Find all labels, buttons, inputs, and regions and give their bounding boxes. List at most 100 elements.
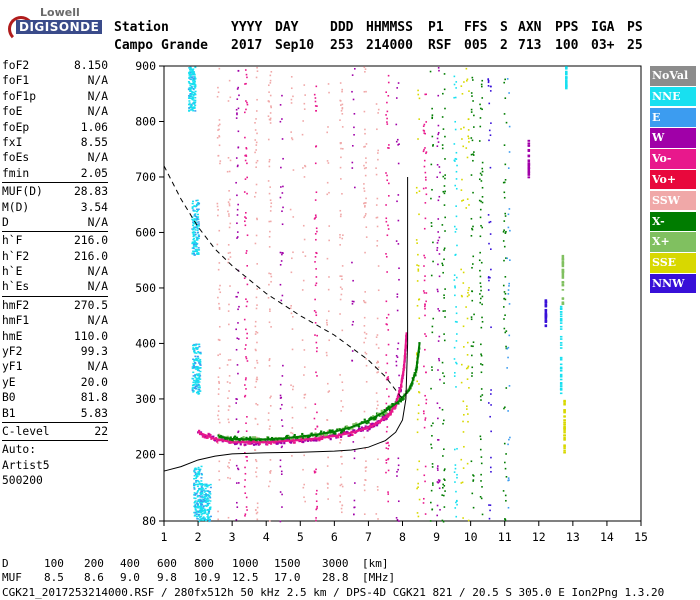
echo-dot	[280, 470, 283, 473]
trace-echo-dot	[385, 411, 388, 415]
echo-dot	[365, 352, 368, 355]
echo-dot	[218, 306, 221, 309]
echo-dot	[563, 415, 566, 417]
echo-dot	[203, 500, 206, 502]
echo-dot	[480, 289, 482, 292]
trace-echo-dot	[276, 442, 279, 445]
echo-dot	[467, 413, 469, 415]
echo-dot	[478, 140, 481, 142]
header-value-time: 214000	[366, 38, 413, 53]
echo-dot	[438, 275, 441, 278]
echo-dot	[196, 251, 199, 253]
echo-dot	[479, 103, 481, 106]
x-tick-label: 9	[433, 530, 440, 544]
echo-dot	[470, 153, 473, 156]
echo-dot	[462, 517, 464, 519]
trace-echo-dot	[304, 436, 307, 439]
echo-dot	[199, 375, 202, 377]
echo-dot	[424, 132, 426, 135]
echo-dot	[326, 319, 328, 322]
echo-dot	[479, 125, 482, 128]
echo-dot	[193, 468, 196, 471]
trace-echo-dot	[254, 443, 258, 446]
echo-dot	[490, 85, 492, 88]
echo-dot	[197, 510, 200, 513]
echo-dot	[466, 198, 469, 200]
echo-dot	[444, 230, 446, 232]
echo-dot	[194, 508, 197, 510]
echo-dot	[188, 71, 191, 73]
echo-dot	[489, 233, 492, 235]
echo-dot	[480, 354, 483, 357]
echo-dot	[193, 107, 196, 109]
echo-dot	[315, 227, 318, 230]
echo-dot	[468, 141, 470, 143]
echo-dot	[235, 108, 238, 111]
echo-dot	[363, 146, 365, 148]
echo-dot	[396, 138, 399, 141]
echo-dot	[563, 444, 566, 446]
echo-dot	[205, 505, 208, 508]
trace-echo-dot	[220, 437, 223, 441]
echo-dot	[190, 87, 193, 89]
header-label-ps: PS	[627, 20, 643, 35]
echo-dot	[237, 467, 239, 470]
echo-dot	[339, 495, 341, 497]
echo-dot	[269, 520, 271, 522]
echo-dot	[313, 471, 316, 474]
echo-dot	[437, 340, 440, 342]
echo-dot	[479, 251, 481, 254]
echo-dot	[503, 196, 506, 199]
echo-dot	[193, 85, 196, 88]
param-label: foF1	[2, 74, 30, 88]
echo-dot	[218, 382, 221, 384]
trace-echo-dot	[342, 429, 346, 432]
echo-dot	[418, 190, 421, 193]
echo-dot	[460, 294, 463, 297]
trace-echo-dot	[328, 429, 331, 432]
echo-dot	[270, 105, 272, 107]
echo-dot	[189, 67, 192, 69]
echo-dot	[195, 359, 198, 362]
echo-dot	[503, 291, 506, 293]
echo-dot	[190, 73, 193, 76]
echo-dot	[377, 158, 379, 161]
echo-dot	[365, 161, 367, 164]
echo-dot	[279, 407, 282, 410]
echo-dot	[245, 506, 248, 508]
echo-dot	[197, 386, 200, 389]
echo-dot	[364, 351, 367, 354]
echo-dot	[471, 366, 474, 369]
trace-echo-dot	[313, 439, 316, 442]
echo-dot	[437, 469, 439, 471]
echo-dot	[508, 334, 511, 337]
echo-dot	[559, 320, 563, 322]
echo-dot	[365, 226, 368, 229]
echo-dot	[460, 189, 463, 191]
echo-dot	[196, 475, 199, 478]
echo-dot	[190, 86, 193, 88]
echo-dot	[304, 393, 307, 396]
echo-dot	[245, 108, 247, 111]
echo-dot	[195, 383, 198, 386]
echo-dot	[195, 493, 198, 495]
echo-dot	[203, 491, 206, 493]
trace-echo-dot	[376, 420, 379, 423]
echo-dot	[468, 204, 470, 206]
echo-dot	[443, 382, 445, 384]
echo-dot	[385, 459, 388, 462]
echo-dot	[561, 257, 565, 260]
y-tick-label: 900	[135, 59, 156, 73]
echo-dot	[256, 70, 259, 72]
echo-dot	[268, 321, 271, 324]
echo-dot	[455, 515, 458, 518]
echo-dot	[292, 388, 294, 391]
trace-echo-dot	[358, 428, 362, 431]
echo-dot	[489, 415, 491, 418]
echo-dot	[472, 474, 474, 476]
echo-dot	[503, 407, 505, 410]
echo-dot	[196, 385, 199, 387]
echo-dot	[559, 305, 563, 308]
param-value: 8.150	[73, 59, 108, 72]
echo-dot	[235, 464, 238, 467]
